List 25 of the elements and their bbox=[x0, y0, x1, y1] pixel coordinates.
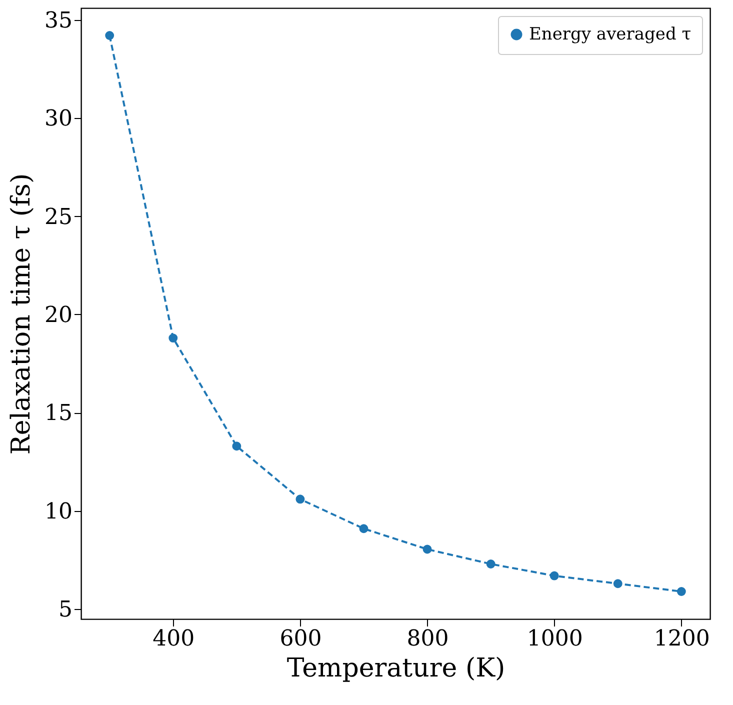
x-tick-label: 1000 bbox=[526, 626, 583, 652]
point bbox=[359, 524, 368, 534]
point bbox=[422, 544, 432, 554]
x-tick-label: 800 bbox=[406, 626, 449, 652]
x-tick-label: 600 bbox=[280, 626, 322, 652]
point bbox=[296, 494, 305, 504]
x-tick-label: 1200 bbox=[654, 626, 710, 652]
x-axis-title: Temperature (K) bbox=[286, 654, 506, 684]
point bbox=[676, 587, 686, 596]
point bbox=[232, 442, 242, 451]
point bbox=[105, 31, 114, 40]
y-tick-label: 5 bbox=[58, 598, 72, 623]
y-tick-label: 20 bbox=[44, 302, 72, 328]
y-tick-label: 10 bbox=[44, 499, 72, 524]
y-axis-title: Relaxation time τ (fs) bbox=[6, 173, 37, 455]
y-tick-label: 15 bbox=[44, 401, 72, 426]
x-tick-label: 400 bbox=[152, 626, 195, 652]
point bbox=[613, 579, 622, 588]
y-tick-label: 30 bbox=[44, 106, 72, 132]
point bbox=[486, 560, 496, 568]
point bbox=[550, 571, 559, 580]
point bbox=[168, 334, 178, 343]
y-tick-label: 25 bbox=[44, 204, 72, 230]
legend-label: Energy averaged τ bbox=[529, 24, 692, 44]
y-tick-label: 35 bbox=[44, 8, 72, 34]
